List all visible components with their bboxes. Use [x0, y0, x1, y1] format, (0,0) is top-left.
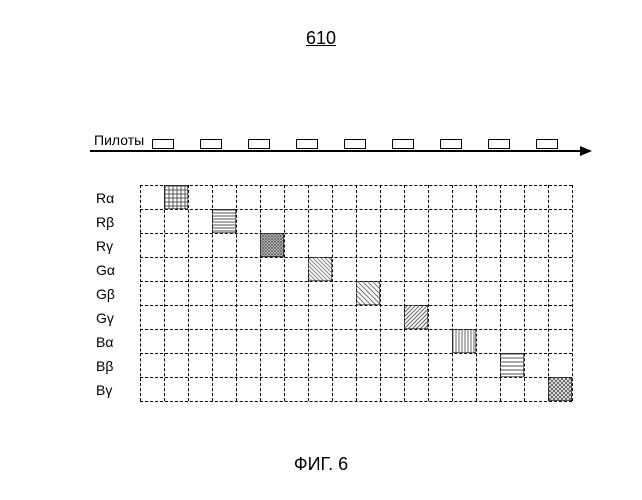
grid-line [260, 185, 261, 401]
grid-line [524, 185, 525, 401]
grid-line [548, 185, 549, 401]
row-label: Gα [96, 262, 115, 278]
row-label: Bβ [96, 358, 113, 374]
pilot-tick [248, 139, 270, 149]
pilot-tick [152, 139, 174, 149]
axis-arrow-icon [580, 146, 592, 156]
filled-cell [500, 353, 524, 377]
grid-line [404, 185, 405, 401]
filled-cell [548, 377, 572, 401]
grid-line [140, 185, 141, 401]
grid-line [188, 185, 189, 401]
grid-line [236, 185, 237, 401]
grid-line [452, 185, 453, 401]
row-label: Bγ [96, 382, 112, 398]
grid-line [284, 185, 285, 401]
filled-cell [164, 185, 188, 209]
row-label: Rγ [96, 238, 113, 254]
grid-line [140, 401, 572, 402]
pilot-tick [440, 139, 462, 149]
pilot-tick [488, 139, 510, 149]
row-label: Bα [96, 334, 113, 350]
grid-line [476, 185, 477, 401]
grid-line [428, 185, 429, 401]
pilot-axis-label: Пилоты [94, 132, 144, 148]
filled-cell [260, 233, 284, 257]
row-label: Gβ [96, 286, 115, 302]
pilot-tick [344, 139, 366, 149]
filled-cell [404, 305, 428, 329]
row-label: Rα [96, 190, 114, 206]
pilot-tick [296, 139, 318, 149]
filled-cell [308, 257, 332, 281]
row-label: Rβ [96, 214, 114, 230]
pilot-tick [392, 139, 414, 149]
figure-caption: ФИГ. 6 [294, 454, 348, 475]
time-axis [90, 150, 580, 152]
grid-line [164, 185, 165, 401]
filled-cell [452, 329, 476, 353]
figure-number: 610 [306, 28, 336, 49]
grid-line [308, 185, 309, 401]
filled-cell [356, 281, 380, 305]
pilot-tick [200, 139, 222, 149]
row-label: Gγ [96, 310, 114, 326]
grid-line [572, 185, 573, 401]
grid-line [332, 185, 333, 401]
pilot-tick [536, 139, 558, 149]
grid-line [380, 185, 381, 401]
filled-cell [212, 209, 236, 233]
